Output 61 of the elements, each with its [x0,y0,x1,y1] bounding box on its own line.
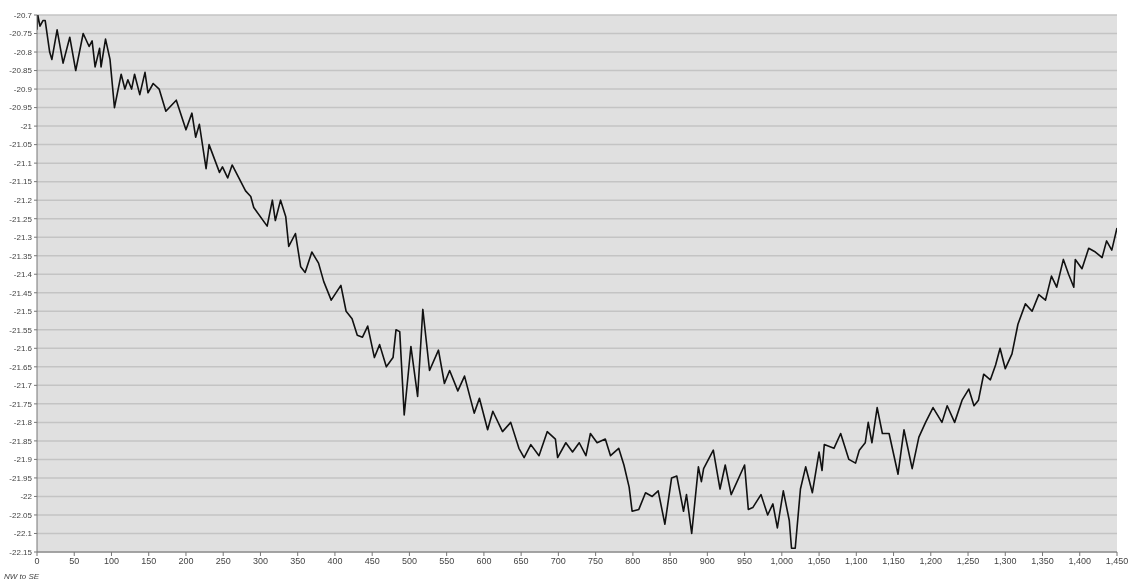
x-tick-label: 400 [327,556,343,567]
y-tick-label: -20.7 [13,10,33,20]
y-tick-label: -21.85 [9,436,33,446]
y-tick-label: -21.6 [13,344,33,354]
x-tick-label: 1,300 [994,556,1017,567]
x-tick-label: 650 [513,556,529,567]
y-tick-label: -21.35 [9,251,33,261]
y-tick-label: -21.1 [13,158,33,168]
y-tick-label: -21.8 [13,418,33,428]
x-tick-label: 550 [439,556,455,567]
x-tick-label: 900 [699,556,715,567]
x-tick-label: 800 [625,556,641,567]
y-tick-label: -20.95 [9,103,33,113]
y-tick-label: -20.8 [13,47,33,57]
y-tick-label: -22.1 [13,529,33,539]
x-tick-label: 700 [550,556,566,567]
x-tick-label: 850 [662,556,678,567]
x-tick-label: 1,000 [770,556,794,567]
y-tick-label: -21.65 [9,362,33,372]
y-tick-label: -21.5 [13,307,33,317]
x-tick-label: 350 [290,556,306,567]
x-tick-label: 1,350 [1031,556,1054,567]
y-tick-label: -21.4 [13,270,33,280]
y-tick-label: -20.75 [9,29,33,39]
y-tick-label: -21.2 [13,196,33,206]
x-tick-label: 500 [401,556,417,567]
x-tick-label: 1,150 [882,556,905,567]
y-tick-label: -21.25 [9,214,33,224]
x-tick-label: 1,400 [1068,556,1092,567]
x-tick-label: 1,200 [919,556,943,567]
x-tick-label: 950 [737,556,753,567]
x-tick-label: 600 [476,556,492,567]
y-tick-label: -20.9 [13,84,33,94]
y-tick-label: -22 [20,492,33,502]
x-tick-label: 250 [215,556,231,567]
y-tick-label: -21.45 [9,288,33,298]
x-tick-label: 300 [252,556,268,567]
x-tick-label: 0 [34,556,40,567]
y-tick-label: -21.75 [9,399,33,409]
y-tick-label: -21.95 [9,473,33,483]
x-tick-label: 1,050 [807,556,831,567]
y-tick-label: -21.3 [13,233,33,243]
x-tick-label: 1,250 [956,556,980,567]
y-tick-label: -21.05 [9,140,33,150]
x-tick-label: 1,450 [1105,556,1129,567]
y-tick-label: -21.9 [13,455,33,465]
y-tick-label: -21.55 [9,325,33,335]
x-tick-label: 1,100 [845,556,868,567]
y-tick-label: -21 [20,121,33,131]
y-tick-label: -22.05 [9,510,33,520]
x-tick-label: 200 [178,556,194,567]
x-tick-label: 450 [364,556,380,567]
y-tick-label: -20.85 [9,66,33,76]
x-tick-label: 750 [588,556,604,567]
x-axis-title: NW to SE [4,572,40,581]
x-tick-label: 50 [69,556,80,567]
x-tick-label: 150 [141,556,157,567]
y-tick-label: -21.7 [13,381,33,391]
y-tick-label: -21.15 [9,177,33,187]
y-tick-label: -22.15 [9,547,33,557]
x-tick-label: 100 [103,556,119,567]
